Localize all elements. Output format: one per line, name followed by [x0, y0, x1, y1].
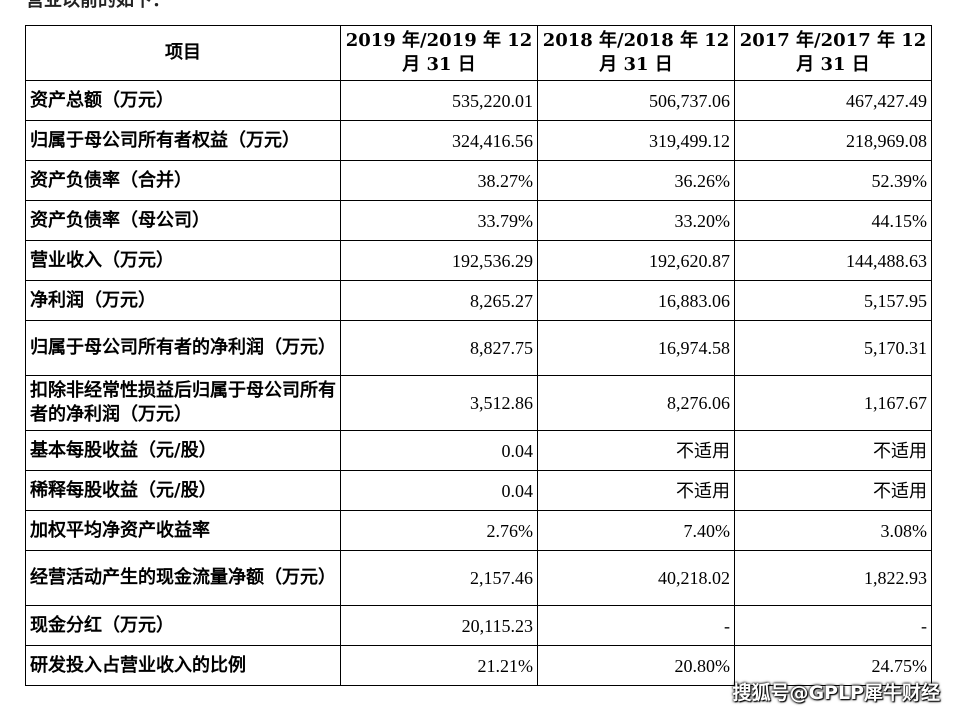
cell-2018: 不适用 [537, 470, 735, 511]
row-label: 稀释每股收益（元/股） [25, 470, 341, 511]
cell-2017: 5,170.31 [734, 320, 932, 376]
table-row: 资产负债率（合并） 38.27% 36.26% 52.39% [25, 160, 932, 201]
table-row: 稀释每股收益（元/股） 0.04 不适用 不适用 [25, 470, 932, 511]
cell-2018: 16,974.58 [537, 320, 735, 376]
table-row: 资产总额（万元） 535,220.01 506,737.06 467,427.4… [25, 80, 932, 121]
cell-2018: 20.80% [537, 645, 735, 686]
cell-2019: 8,827.75 [340, 320, 538, 376]
row-label: 研发投入占营业收入的比例 [25, 645, 341, 686]
financial-data-table: 项目 2019 年/2019 年 12 月 31 日 2018 年/2018 年… [25, 25, 932, 686]
column-header-2018: 2018 年/2018 年 12 月 31 日 [537, 25, 735, 81]
column-header-2019: 2019 年/2019 年 12 月 31 日 [340, 25, 538, 81]
table-row: 营业收入（万元） 192,536.29 192,620.87 144,488.6… [25, 240, 932, 281]
cell-2019: 192,536.29 [340, 240, 538, 281]
row-label: 现金分红（万元） [25, 605, 341, 646]
cell-2019: 535,220.01 [340, 80, 538, 121]
table-row: 经营活动产生的现金流量净额（万元） 2,157.46 40,218.02 1,8… [25, 550, 932, 606]
cell-2018: 8,276.06 [537, 375, 735, 431]
table-row: 净利润（万元） 8,265.27 16,883.06 5,157.95 [25, 280, 932, 321]
row-label: 基本每股收益（元/股） [25, 430, 341, 471]
table-row: 归属于母公司所有者的净利润（万元） 8,827.75 16,974.58 5,1… [25, 320, 932, 376]
cell-2018: 16,883.06 [537, 280, 735, 321]
cell-2017: 不适用 [734, 470, 932, 511]
cell-2019: 8,265.27 [340, 280, 538, 321]
row-label: 营业收入（万元） [25, 240, 341, 281]
cell-2018: 33.20% [537, 200, 735, 241]
source-watermark: 搜狐号@GPLP犀牛财经 [732, 682, 940, 704]
cell-2017: 1,822.93 [734, 550, 932, 606]
table-header-row: 项目 2019 年/2019 年 12 月 31 日 2018 年/2018 年… [25, 25, 932, 81]
row-label: 经营活动产生的现金流量净额（万元） [25, 550, 341, 606]
table-row: 加权平均净资产收益率 2.76% 7.40% 3.08% [25, 510, 932, 551]
cell-2017: 467,427.49 [734, 80, 932, 121]
table-row: 研发投入占营业收入的比例 21.21% 20.80% 24.75% [25, 645, 932, 686]
row-label: 净利润（万元） [25, 280, 341, 321]
cell-2018: 40,218.02 [537, 550, 735, 606]
cell-2019: 2.76% [340, 510, 538, 551]
cell-2017: 44.15% [734, 200, 932, 241]
cell-2018: 不适用 [537, 430, 735, 471]
cell-2017: - [734, 605, 932, 646]
row-label: 加权平均净资产收益率 [25, 510, 341, 551]
cell-2017: 144,488.63 [734, 240, 932, 281]
row-label: 资产负债率（合并） [25, 160, 341, 201]
cell-2017: 24.75% [734, 645, 932, 686]
cell-2017: 不适用 [734, 430, 932, 471]
table-row: 归属于母公司所有者权益（万元） 324,416.56 319,499.12 21… [25, 120, 932, 161]
column-header-2017: 2017 年/2017 年 12 月 31 日 [734, 25, 932, 81]
cell-2019: 0.04 [340, 470, 538, 511]
cell-2017: 1,167.67 [734, 375, 932, 431]
table-row: 资产负债率（母公司） 33.79% 33.20% 44.15% [25, 200, 932, 241]
cell-2019: 3,512.86 [340, 375, 538, 431]
cell-2017: 52.39% [734, 160, 932, 201]
table-row: 现金分红（万元） 20,115.23 - - [25, 605, 932, 646]
cell-2017: 3.08% [734, 510, 932, 551]
row-label: 资产总额（万元） [25, 80, 341, 121]
cell-2018: 36.26% [537, 160, 735, 201]
cell-2018: 192,620.87 [537, 240, 735, 281]
row-label: 归属于母公司所有者权益（万元） [25, 120, 341, 161]
cell-2019: 2,157.46 [340, 550, 538, 606]
cell-2019: 20,115.23 [340, 605, 538, 646]
cell-2019: 21.21% [340, 645, 538, 686]
previous-text-fragment: 营业以前的如下： [26, 0, 170, 11]
cell-2018: 7.40% [537, 510, 735, 551]
cell-2018: 506,737.06 [537, 80, 735, 121]
cell-2017: 218,969.08 [734, 120, 932, 161]
row-label: 归属于母公司所有者的净利润（万元） [25, 320, 341, 376]
cell-2018: 319,499.12 [537, 120, 735, 161]
table-row: 基本每股收益（元/股） 0.04 不适用 不适用 [25, 430, 932, 471]
cell-2019: 0.04 [340, 430, 538, 471]
table-row: 扣除非经常性损益后归属于母公司所有者的净利润（万元） 3,512.86 8,27… [25, 375, 932, 431]
row-label: 资产负债率（母公司） [25, 200, 341, 241]
cell-2018: - [537, 605, 735, 646]
cell-2019: 324,416.56 [340, 120, 538, 161]
cell-2017: 5,157.95 [734, 280, 932, 321]
column-header-item: 项目 [25, 25, 341, 81]
cell-2019: 38.27% [340, 160, 538, 201]
row-label: 扣除非经常性损益后归属于母公司所有者的净利润（万元） [25, 375, 341, 431]
cell-2019: 33.79% [340, 200, 538, 241]
